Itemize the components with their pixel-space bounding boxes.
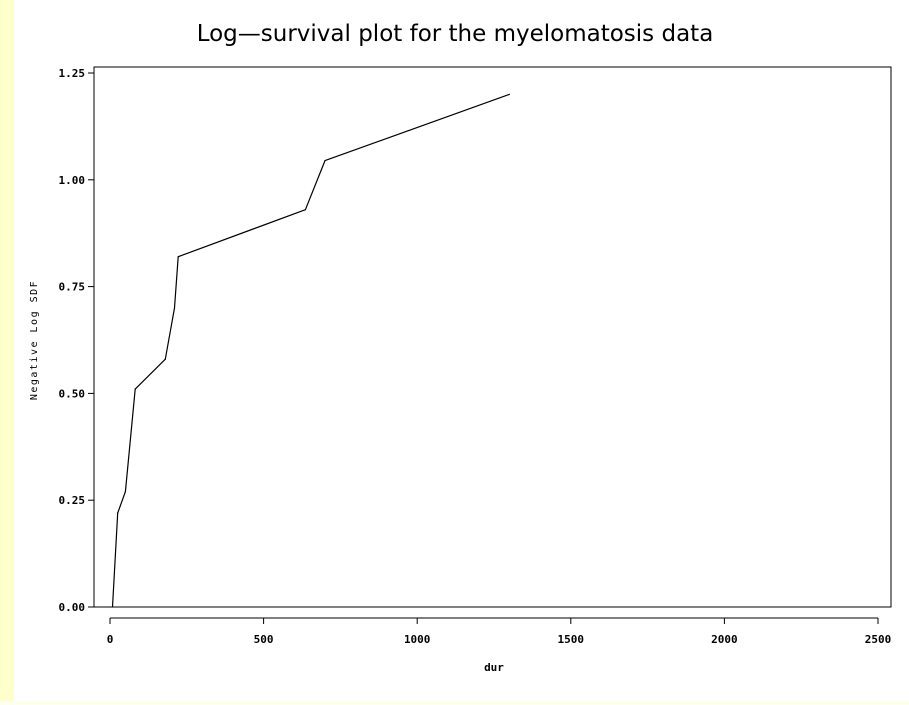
data-point xyxy=(164,358,166,360)
x-tick-label: 1500 xyxy=(558,633,585,646)
x-axis: 0 500 1000 1500 2000 2500 xyxy=(107,617,892,646)
data-point xyxy=(111,606,114,608)
x-tick-label: 1000 xyxy=(404,633,431,646)
data-point xyxy=(177,256,179,258)
y-tick-label: 0.75 xyxy=(59,281,86,294)
plot-frame xyxy=(93,66,892,608)
x-tick-label: 500 xyxy=(254,633,274,646)
y-tick-label: 0.25 xyxy=(59,494,86,507)
x-tick-label: 2000 xyxy=(711,633,738,646)
y-axis-title: Negative Log SDF xyxy=(29,280,40,400)
data-point xyxy=(173,307,176,309)
data-point xyxy=(324,159,326,162)
y-tick-label: 0.50 xyxy=(59,387,86,400)
chart-canvas: Log—survival plot for the myelomatosis d… xyxy=(14,0,909,701)
data-point xyxy=(508,93,510,95)
series-line xyxy=(111,93,510,608)
y-tick-label: 1.25 xyxy=(59,67,86,80)
data-point xyxy=(304,209,306,211)
data-point xyxy=(117,512,119,514)
y-axis: 0.00 0.25 0.50 0.75 1.00 1.25 xyxy=(59,67,95,614)
data-point xyxy=(134,388,136,390)
x-axis-title: dur xyxy=(484,661,504,674)
x-tick-label: 0 xyxy=(107,633,114,646)
chart-svg: Log—survival plot for the myelomatosis d… xyxy=(29,21,892,674)
chart-title: Log—survival plot for the myelomatosis d… xyxy=(197,21,714,47)
y-tick-label: 0.00 xyxy=(59,601,86,614)
y-tick-label: 1.00 xyxy=(59,174,86,187)
series-group xyxy=(111,93,510,608)
left-border-strip xyxy=(0,0,14,701)
data-point xyxy=(124,491,126,493)
x-tick-label: 2500 xyxy=(865,633,892,646)
